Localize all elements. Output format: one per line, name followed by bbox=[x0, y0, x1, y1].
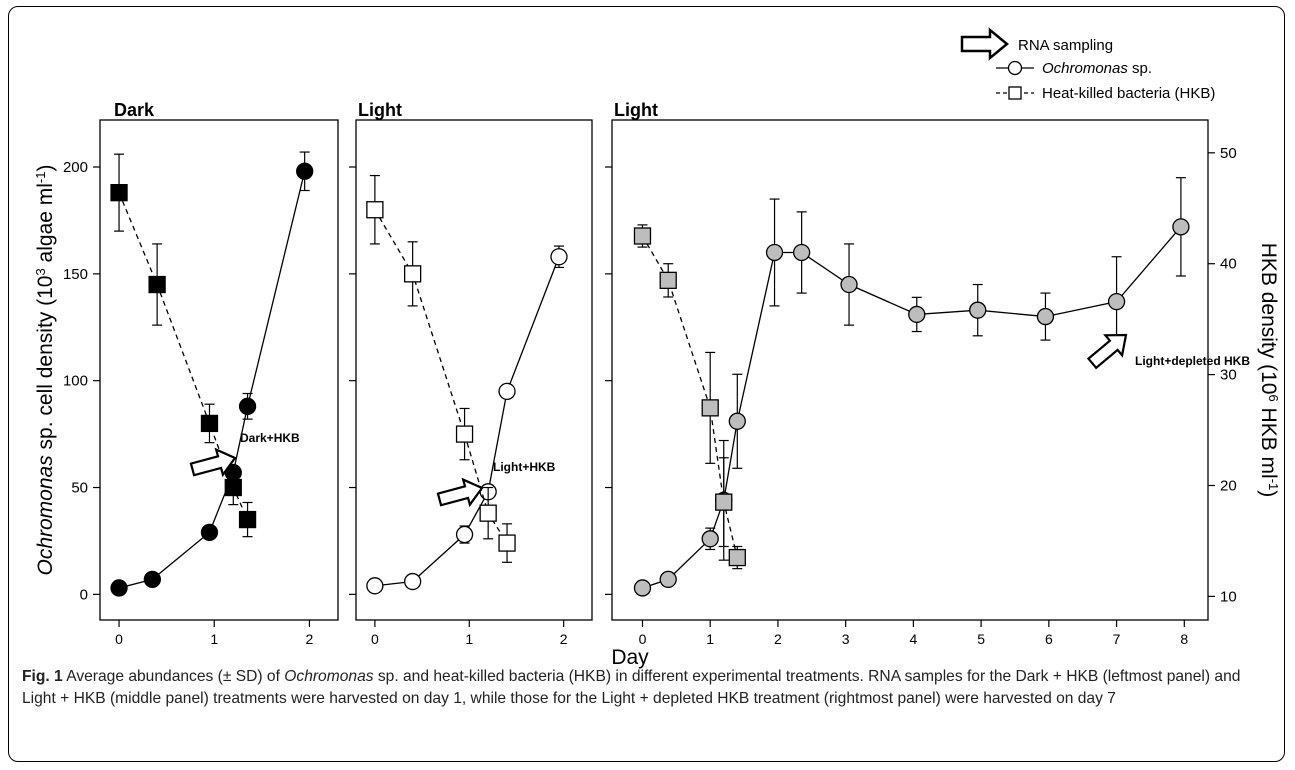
x-tick-label: 2 bbox=[774, 631, 782, 647]
hkb-point bbox=[224, 478, 242, 497]
hkb-point bbox=[110, 183, 128, 202]
hkb-point bbox=[728, 548, 746, 567]
ochromonas-point bbox=[765, 243, 784, 262]
ochromonas-point bbox=[659, 570, 677, 589]
x-tick-label: 2 bbox=[306, 631, 314, 647]
hkb-point bbox=[715, 493, 733, 511]
ochromonas-point bbox=[728, 412, 746, 430]
caption-fig-label: Fig. 1 bbox=[22, 668, 63, 685]
x-tick-label: 4 bbox=[909, 631, 917, 647]
caption-text-2: sp. and heat-killed bacteria (HKB) in di… bbox=[22, 668, 1241, 707]
y-tick-label: 200 bbox=[63, 159, 88, 176]
ochromonas-point bbox=[1107, 292, 1126, 311]
x-tick-label: 5 bbox=[977, 631, 985, 647]
legend-hkb: Heat-killed bacteria (HKB) bbox=[1042, 85, 1215, 102]
ochromonas-point bbox=[908, 305, 926, 324]
ochromonas-point bbox=[403, 572, 422, 591]
ochromonas-point bbox=[455, 525, 474, 544]
hkb-series-line bbox=[374, 209, 508, 544]
hkb-point bbox=[701, 399, 719, 417]
ochromonas-point bbox=[366, 577, 384, 595]
hkb-point bbox=[200, 414, 219, 433]
treatment-annotation: Light+depleted HKB bbox=[1135, 354, 1250, 368]
panel-title-dark: Dark bbox=[114, 100, 155, 120]
hkb-point bbox=[498, 534, 516, 552]
ochromonas-point bbox=[840, 275, 858, 294]
x-tick-label: 7 bbox=[1113, 631, 1121, 647]
x-tick-label: 1 bbox=[210, 631, 218, 647]
y2-tick-label: 30 bbox=[1220, 367, 1237, 384]
y-tick-label: 50 bbox=[71, 480, 88, 497]
legend-rna-sampling: RNA sampling bbox=[1018, 37, 1113, 54]
y2-tick-label: 10 bbox=[1220, 588, 1237, 605]
figure-caption: Fig. 1 Average abundances (± SD) of Ochr… bbox=[22, 666, 1272, 710]
panel-title-light: Light bbox=[358, 100, 402, 120]
ochromonas-point bbox=[110, 579, 128, 597]
figure-frame bbox=[8, 6, 1285, 762]
caption-italic-ochromonas: Ochromonas bbox=[284, 668, 374, 685]
arrow-shape bbox=[189, 447, 237, 478]
y2-tick-label: 20 bbox=[1220, 477, 1237, 494]
hkb-point bbox=[479, 504, 497, 522]
y2-tick-label: 40 bbox=[1220, 256, 1237, 273]
ochromonas-point bbox=[238, 397, 257, 415]
rna-sampling-arrow-icon bbox=[1086, 333, 1128, 370]
y-axis-right-label: HKB density (106 HKB ml-1) bbox=[1257, 243, 1281, 498]
treatment-annotation: Dark+HKB bbox=[240, 431, 300, 445]
x-tick-label: 8 bbox=[1180, 631, 1188, 647]
legend-arrow-icon bbox=[960, 27, 1009, 61]
panel-frame-light bbox=[355, 119, 593, 621]
x-tick-label: 0 bbox=[115, 631, 123, 647]
hkb-point bbox=[659, 271, 677, 289]
hkb-point bbox=[366, 201, 384, 219]
arrow-shape bbox=[1086, 333, 1128, 370]
legend-ochromonas: Ochromonas sp. bbox=[1042, 60, 1152, 77]
caption-text-1: Average abundances (± SD) of bbox=[62, 668, 285, 685]
y2-tick-label: 50 bbox=[1220, 145, 1237, 162]
ochromonas-point bbox=[550, 248, 568, 266]
x-tick-label: 1 bbox=[706, 631, 714, 647]
x-tick-label: 3 bbox=[842, 631, 850, 647]
x-axis-label: Day bbox=[611, 646, 649, 669]
legend-circle-marker bbox=[1007, 60, 1023, 76]
y-tick-label: 100 bbox=[63, 373, 88, 390]
hkb-point bbox=[455, 425, 474, 443]
panel-frame-light-extended bbox=[611, 119, 1209, 621]
legend: RNA sampling Ochromonas sp. Heat-killed … bbox=[960, 27, 1215, 102]
x-tick-label: 0 bbox=[371, 631, 379, 647]
legend-square-marker bbox=[1008, 86, 1022, 100]
ochromonas-point bbox=[143, 570, 162, 589]
ochromonas-point bbox=[633, 579, 652, 597]
ochromonas-point bbox=[701, 530, 719, 548]
x-tick-label: 0 bbox=[639, 631, 647, 647]
hkb-point bbox=[148, 275, 166, 294]
hkb-point bbox=[238, 510, 257, 529]
rna-sampling-arrow-icon bbox=[436, 477, 484, 508]
ochromonas-point bbox=[969, 301, 987, 319]
y-axis-left-label: Ochromonas sp. cell density (103 algae m… bbox=[33, 165, 57, 576]
x-tick-label: 2 bbox=[560, 631, 568, 647]
ochromonas-point bbox=[200, 523, 219, 542]
hkb-point bbox=[633, 227, 652, 245]
ochromonas-point bbox=[792, 243, 811, 262]
hkb-point bbox=[403, 265, 422, 283]
ochromonas-point bbox=[1172, 218, 1190, 236]
ochromonas-point bbox=[1036, 307, 1055, 326]
arrow-shape bbox=[436, 477, 484, 508]
panel-frame-dark bbox=[99, 119, 339, 621]
ochromonas-point bbox=[498, 382, 516, 401]
rna-sampling-arrow-icon bbox=[189, 447, 237, 478]
x-tick-label: 1 bbox=[465, 631, 473, 647]
treatment-annotation: Light+HKB bbox=[493, 460, 556, 474]
y-tick-label: 0 bbox=[80, 586, 88, 603]
ochromonas-point bbox=[296, 162, 314, 180]
y-tick-label: 150 bbox=[63, 266, 88, 283]
x-tick-label: 6 bbox=[1045, 631, 1053, 647]
panel-title-light-extended: Light bbox=[614, 100, 658, 120]
hkb-series-line bbox=[641, 235, 738, 558]
